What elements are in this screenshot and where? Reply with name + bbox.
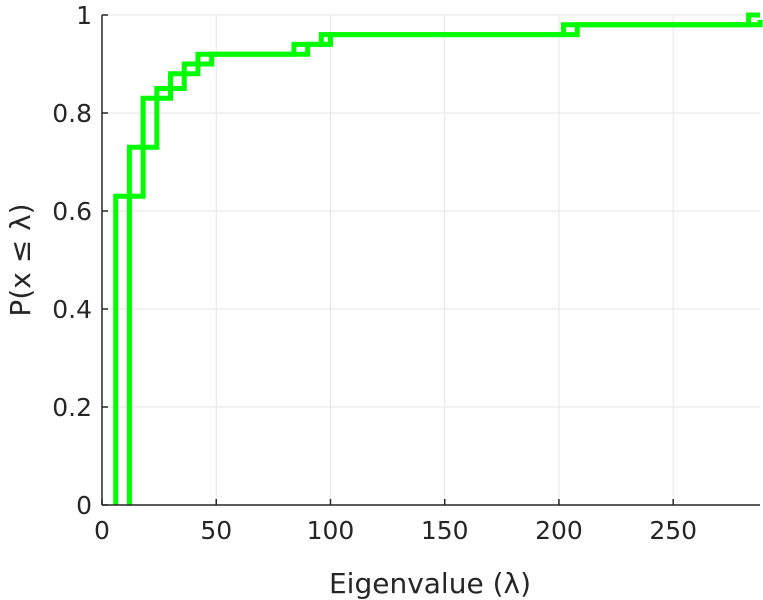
x-tick-label: 0 [94, 516, 110, 545]
tick-labels: 0 50 100 150 200 250 0 0.2 0.4 0.6 0.8 1 [52, 1, 697, 545]
cdf-series-line-2 [126, 19, 763, 505]
y-tick-label: 0 [76, 491, 92, 520]
series-group [113, 12, 763, 505]
cdf-series-line-1 [113, 12, 760, 505]
x-tick-label: 200 [535, 516, 583, 545]
y-tick-label: 1 [76, 1, 92, 30]
y-tick-label: 0.6 [52, 197, 92, 226]
x-tick-label: 50 [200, 516, 232, 545]
axes [101, 14, 760, 506]
y-tick-label: 0.8 [52, 99, 92, 128]
grid [101, 14, 760, 506]
x-tick-label: 100 [307, 516, 355, 545]
y-tick-label: 0.4 [52, 295, 92, 324]
y-axis-label: P(x ≤ λ) [4, 203, 37, 316]
x-tick-label: 250 [649, 516, 697, 545]
x-axis-label: Eigenvalue (λ) [329, 567, 531, 600]
x-tick-label: 150 [421, 516, 469, 545]
y-tick-label: 0.2 [52, 393, 92, 422]
